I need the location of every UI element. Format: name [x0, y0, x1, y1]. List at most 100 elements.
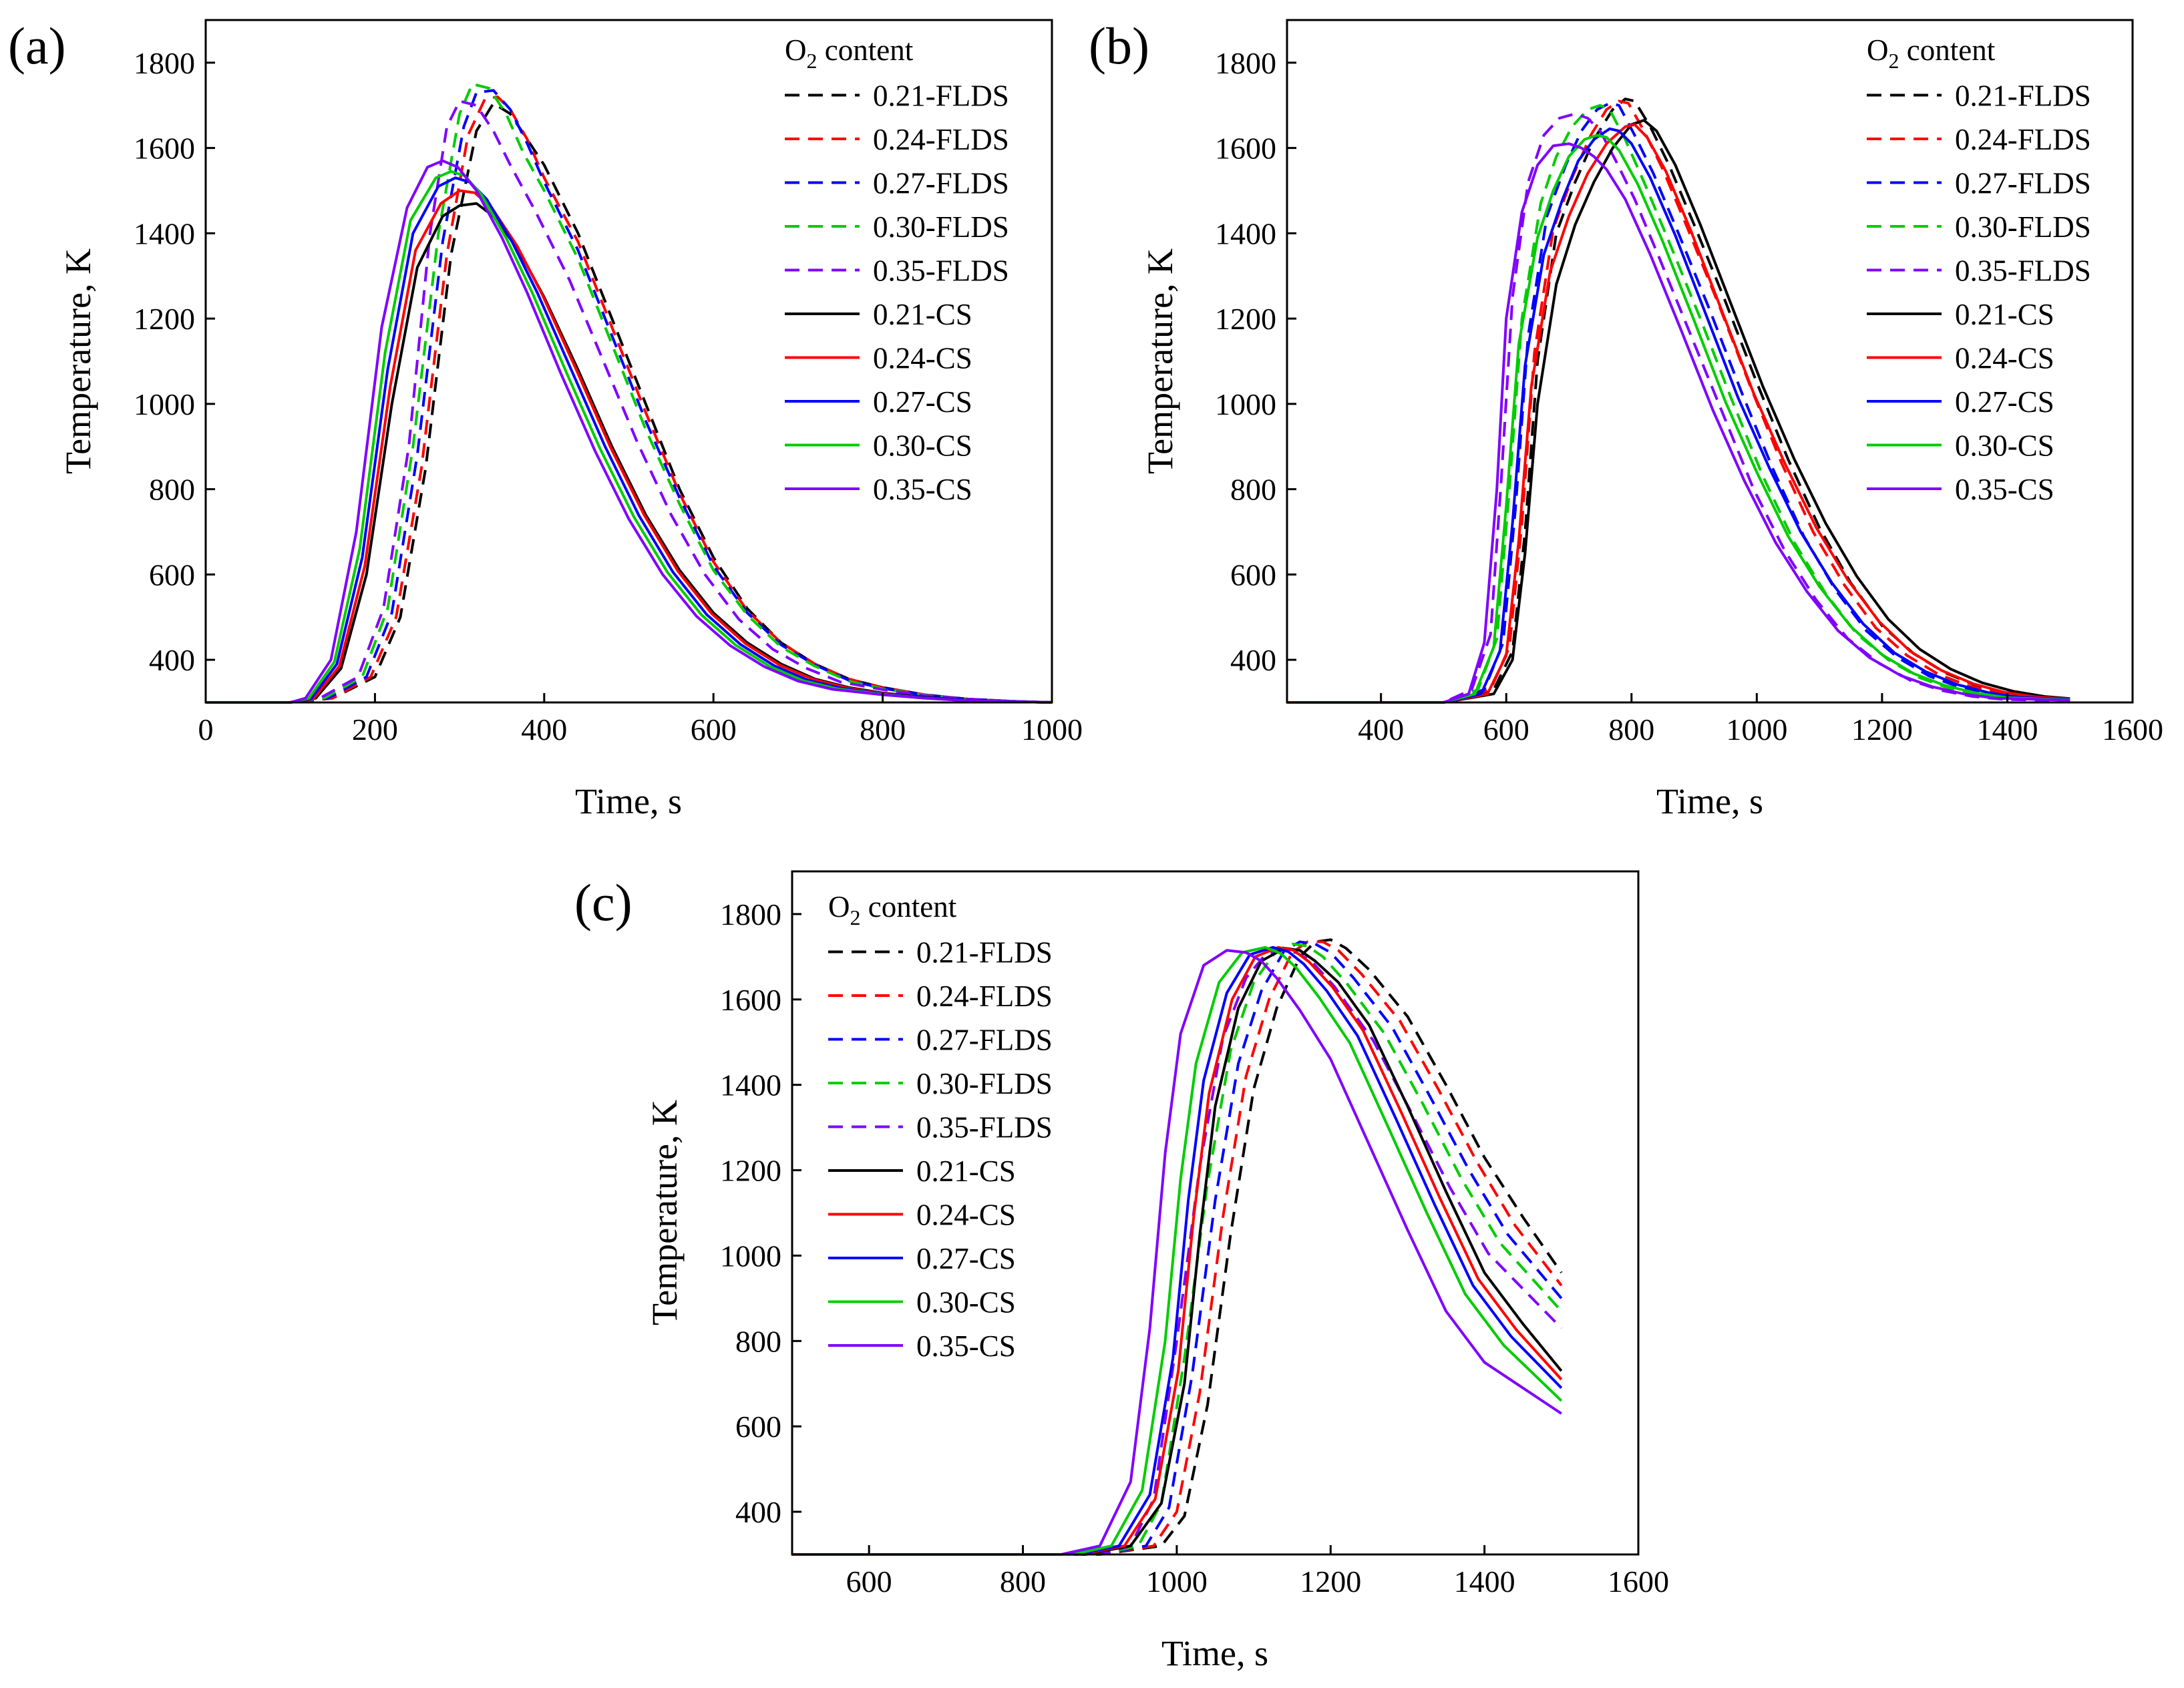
y-tick-label-a-800: 800: [149, 473, 195, 507]
legend-label-a-030-flds: 0.30-FLDS: [873, 210, 1009, 244]
x-tick-label-a-600: 600: [691, 712, 737, 747]
y-axis-title-b: Temperature, K: [1140, 248, 1180, 474]
series-line-c-027-flds: [792, 940, 1563, 1556]
series-line-b-030-cs: [1287, 134, 2070, 704]
series-line-b-035-cs: [1287, 142, 2070, 704]
series-line-c-027-cs: [792, 945, 1563, 1556]
y-tick-label-b-800: 800: [1230, 473, 1276, 507]
legend-label-a-021-cs: 0.21-CS: [873, 298, 972, 331]
x-tick-label-c-1200: 1200: [1300, 1564, 1361, 1599]
x-tick-label-b-1400: 1400: [1976, 712, 2038, 747]
series-line-a-035-cs: [206, 159, 1053, 704]
series-line-b-027-flds: [1287, 101, 2070, 704]
x-tick-label-b-1200: 1200: [1851, 712, 1913, 747]
y-tick-label-b-1800: 1800: [1215, 46, 1276, 80]
legend-label-b-030-cs: 0.30-CS: [1955, 429, 2054, 463]
series-line-c-021-flds: [792, 938, 1563, 1556]
x-tick-label-a-800: 800: [860, 712, 906, 747]
legend-label-c-027-flds: 0.27-FLDS: [916, 1024, 1053, 1057]
legend-label-c-027-cs: 0.27-CS: [916, 1242, 1016, 1275]
plot-area-b: 400 600 800 1000 1200 1400 1600 400 600 800 1000 12…: [1215, 19, 2163, 747]
legend-b: O2 content 0.21-FLDS 0.24-FLDS 0.27-FLDS 0.…: [1867, 33, 2091, 506]
x-tick-label-c-800: 800: [1000, 1564, 1046, 1599]
y-tick-label-b-1600: 1600: [1215, 132, 1276, 166]
panel-a: (a) 0 200 400 600 800 1000 400 600 800 1000 1200 14…: [8, 17, 1083, 821]
series-line-b-030-flds: [1287, 103, 2070, 704]
y-axis-title-c: Temperature, K: [645, 1100, 685, 1325]
legend-label-c-021-flds: 0.21-FLDS: [916, 936, 1053, 970]
panel-label-c: (c): [574, 873, 632, 931]
legend-label-a-030-cs: 0.30-CS: [873, 429, 972, 463]
legend-label-b-030-flds: 0.30-FLDS: [1955, 210, 2091, 244]
y-tick-label-b-600: 600: [1230, 558, 1276, 592]
x-tick-label-b-800: 800: [1608, 712, 1654, 747]
series-line-a-030-flds: [206, 82, 1053, 704]
legend-label-a-024-cs: 0.24-CS: [873, 342, 972, 375]
legend-label-b-027-flds: 0.27-FLDS: [1955, 167, 2091, 200]
y-tick-label-c-600: 600: [735, 1410, 781, 1444]
y-tick-label-c-800: 800: [735, 1324, 781, 1358]
legend-label-b-024-cs: 0.24-CS: [1955, 342, 2054, 375]
legend-label-b-035-cs: 0.35-CS: [1955, 473, 2054, 506]
panel-label-a: (a): [8, 17, 66, 75]
x-tick-label-a-200: 200: [352, 712, 398, 747]
y-tick-label-b-1000: 1000: [1215, 387, 1276, 421]
legend-a: O2 content 0.21-FLDS 0.24-FLDS 0.27-FLDS 0.…: [785, 33, 1009, 506]
series-line-a-035-flds: [206, 99, 1053, 704]
panel-label-b: (b): [1089, 17, 1149, 75]
x-tick-label-b-1000: 1000: [1726, 712, 1787, 747]
y-tick-label-a-600: 600: [149, 558, 195, 592]
x-axis-title-c: Time, s: [1161, 1633, 1268, 1673]
y-tick-label-a-1400: 1400: [134, 216, 195, 250]
x-tick-label-b-600: 600: [1483, 712, 1529, 747]
y-tick-label-c-1000: 1000: [720, 1239, 781, 1273]
legend-label-a-035-cs: 0.35-CS: [873, 473, 972, 506]
legend-c: O2 content 0.21-FLDS 0.24-FLDS 0.27-FLDS 0.…: [828, 890, 1053, 1363]
y-tick-label-c-1200: 1200: [720, 1154, 781, 1188]
series-line-c-024-cs: [792, 945, 1563, 1556]
y-tick-label-a-1800: 1800: [134, 46, 195, 80]
legend-label-a-027-cs: 0.27-CS: [873, 385, 972, 419]
legend-label-c-030-cs: 0.30-CS: [916, 1286, 1016, 1319]
axes-frame-b: [1286, 19, 2134, 704]
series-line-c-024-flds: [792, 940, 1563, 1556]
legend-label-b-035-flds: 0.35-FLDS: [1955, 254, 2091, 288]
series-line-c-035-cs: [792, 949, 1562, 1556]
x-tick-label-c-1400: 1400: [1454, 1564, 1515, 1599]
x-tick-label-a-0: 0: [198, 712, 214, 747]
x-tick-label-b-400: 400: [1358, 712, 1404, 747]
panel-c: (c) 600 800 1000 1200 1400 1600 400 600 800 1000 1…: [574, 870, 1669, 1673]
legend-label-c-021-cs: 0.21-CS: [916, 1154, 1016, 1188]
y-tick-label-b-1400: 1400: [1215, 216, 1276, 250]
legend-label-c-035-flds: 0.35-FLDS: [916, 1111, 1053, 1144]
y-tick-label-b-1200: 1200: [1215, 302, 1276, 336]
x-tick-label-c-1000: 1000: [1146, 1564, 1208, 1599]
series-line-b-021-cs: [1287, 119, 2070, 704]
y-tick-label-b-400: 400: [1230, 643, 1276, 677]
plot-area-c: 600 800 1000 1200 1400 1600 400 600 800 1000 1200 1…: [720, 870, 1669, 1599]
axes-frame-c: [791, 870, 1640, 1556]
legend-label-b-021-cs: 0.21-CS: [1955, 298, 2054, 331]
series-line-b-024-flds: [1287, 99, 2070, 704]
legend-title-a: O2 content: [785, 33, 914, 73]
x-tick-label-a-1000: 1000: [1021, 712, 1083, 747]
series-line-b-021-flds: [1287, 97, 2070, 704]
x-axis-title-a: Time, s: [575, 781, 682, 821]
legend-label-a-035-flds: 0.35-FLDS: [873, 254, 1009, 288]
legend-label-c-024-flds: 0.24-FLDS: [916, 980, 1053, 1013]
y-tick-label-a-1600: 1600: [134, 132, 195, 166]
y-tick-label-a-400: 400: [149, 643, 195, 677]
y-tick-label-c-1400: 1400: [720, 1068, 781, 1102]
legend-label-c-030-flds: 0.30-FLDS: [916, 1067, 1053, 1100]
panel-b: (b) 400 600 800 1000 1200 1400 1600 400 600 800 10…: [1089, 17, 2163, 821]
series-line-a-021-flds: [206, 101, 1053, 704]
series-line-b-024-cs: [1287, 123, 2070, 704]
legend-label-a-027-flds: 0.27-FLDS: [873, 167, 1009, 200]
x-axis-title-b: Time, s: [1656, 781, 1763, 821]
y-tick-label-c-1600: 1600: [720, 983, 781, 1017]
y-tick-label-a-1000: 1000: [134, 387, 195, 421]
x-tick-label-a-400: 400: [521, 712, 567, 747]
x-tick-label-b-1600: 1600: [2102, 712, 2163, 747]
axes-frame-a: [204, 19, 1053, 704]
